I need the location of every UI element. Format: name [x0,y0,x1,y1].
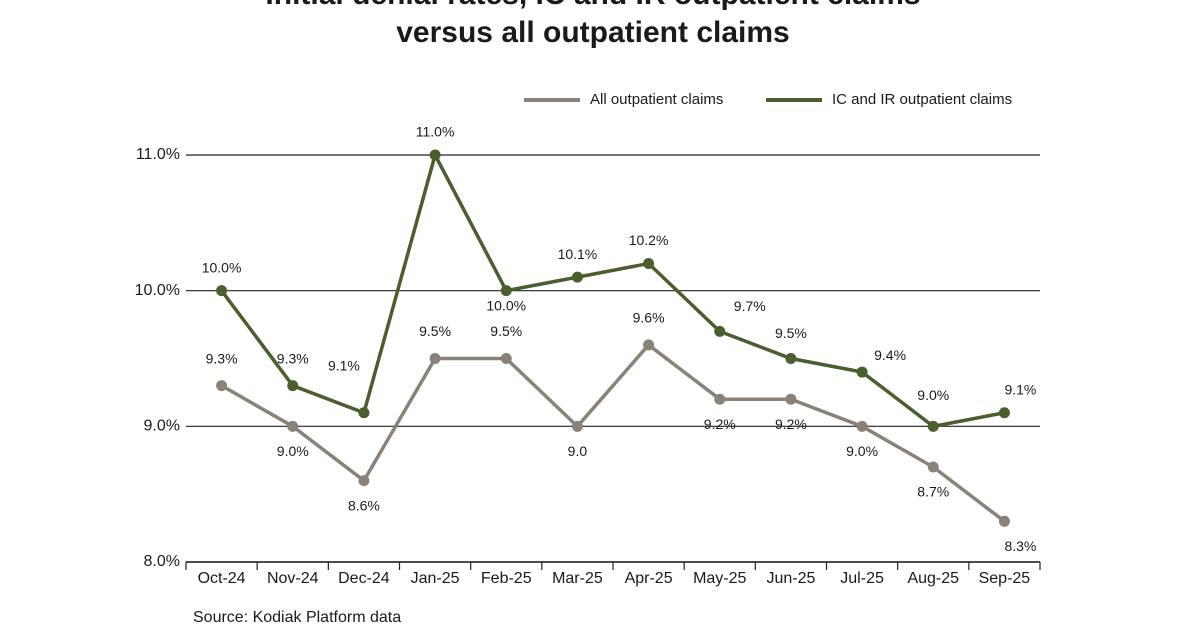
x-tick-label: Sep-25 [979,570,1031,587]
data-label: 10.1% [558,246,598,262]
data-point [571,271,583,283]
y-tick-label: 11.0% [136,146,180,163]
x-tick-label: Apr-25 [625,570,673,587]
data-point [856,366,868,378]
y-tick-label: 10.0% [135,282,180,299]
data-point [358,475,370,487]
data-point [643,258,655,270]
data-point [714,393,726,405]
data-label: 9.2% [704,416,736,432]
data-label: 9.0% [277,443,309,459]
data-label: 9.3% [206,350,238,366]
data-label: 11.0% [416,124,455,140]
data-label: 9.4% [874,347,906,363]
x-tick-label: Jul-25 [840,570,884,587]
data-point [927,461,939,473]
data-point [358,407,370,419]
data-label: 8.7% [917,484,949,500]
y-tick-label: 8.0% [144,553,180,570]
series-line [220,150,1005,429]
data-point [287,380,299,392]
data-label: 9.0% [846,443,878,459]
x-tick-label: Jan-25 [411,570,460,587]
x-tick-label: Aug-25 [907,570,959,587]
x-tick-label: May-25 [693,570,746,587]
y-tick-label: 9.0% [144,418,180,435]
data-label: 9.0 [568,443,588,459]
data-point [216,285,228,297]
data-label: 9.5% [419,323,451,339]
data-point [927,420,939,432]
data-point [998,515,1010,527]
series-line [220,342,1006,523]
x-tick-label: Jun-25 [766,570,815,587]
data-point [785,393,797,405]
data-label: 10.0% [202,259,242,275]
data-label: 9.6% [633,310,665,326]
data-label: 9.1% [1004,381,1036,397]
data-point [500,353,512,364]
data-point [429,149,441,161]
data-label: 10.2% [629,232,669,248]
x-tick-label: Oct-24 [198,570,246,587]
data-label: 9.2% [775,416,807,432]
data-label: 9.7% [734,298,766,314]
data-label: 8.3% [1004,538,1036,554]
data-label: 9.5% [775,325,807,341]
data-point [714,325,726,337]
data-point [785,353,797,364]
x-tick-label: Feb-25 [481,570,532,587]
source-note: Source: Kodiak Platform data [193,609,401,626]
x-tick-label: Mar-25 [552,570,603,587]
data-label: 8.6% [348,497,380,513]
data-label: 9.0% [917,387,949,403]
data-label: 10.0% [486,297,526,313]
x-tick-label: Dec-24 [338,570,390,587]
legend-label: All outpatient claims [590,91,723,108]
x-tick-label: Nov-24 [267,570,319,587]
data-point [216,380,228,392]
data-label: 9.1% [328,357,360,373]
data-point [856,420,868,432]
data-label: 9.3% [277,350,309,366]
data-label: 9.5% [490,323,522,339]
chart-title: Initial denial rates, IC and IR outpatie… [265,0,920,49]
data-point [429,353,441,364]
data-point [643,339,655,351]
data-point [571,420,583,432]
data-point [500,285,512,297]
legend-label: IC and IR outpatient claims [832,91,1012,108]
data-point [287,420,299,432]
data-point [998,407,1010,419]
